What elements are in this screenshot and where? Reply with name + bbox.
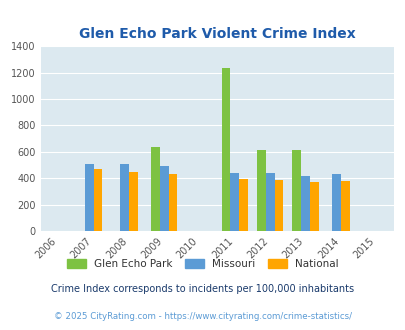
Bar (331, 174, 340, 231)
Bar (120, 164, 129, 231)
Bar (301, 176, 309, 231)
Bar (292, 149, 301, 231)
Title: Glen Echo Park Violent Crime Index: Glen Echo Park Violent Crime Index (79, 27, 355, 41)
Bar (230, 173, 239, 231)
Bar (309, 182, 318, 231)
Bar (265, 173, 274, 231)
Bar (256, 149, 265, 231)
Bar (93, 169, 102, 231)
Bar (160, 166, 168, 231)
Bar (340, 181, 349, 231)
Bar (151, 147, 160, 231)
Text: © 2025 CityRating.com - https://www.cityrating.com/crime-statistics/: © 2025 CityRating.com - https://www.city… (54, 313, 351, 321)
Bar (85, 164, 94, 231)
Bar (128, 172, 137, 231)
Legend: Glen Echo Park, Missouri, National: Glen Echo Park, Missouri, National (63, 254, 342, 273)
Bar (221, 68, 230, 231)
Bar (239, 179, 247, 231)
Bar (168, 174, 177, 231)
Text: Crime Index corresponds to incidents per 100,000 inhabitants: Crime Index corresponds to incidents per… (51, 284, 354, 294)
Bar (274, 180, 283, 231)
